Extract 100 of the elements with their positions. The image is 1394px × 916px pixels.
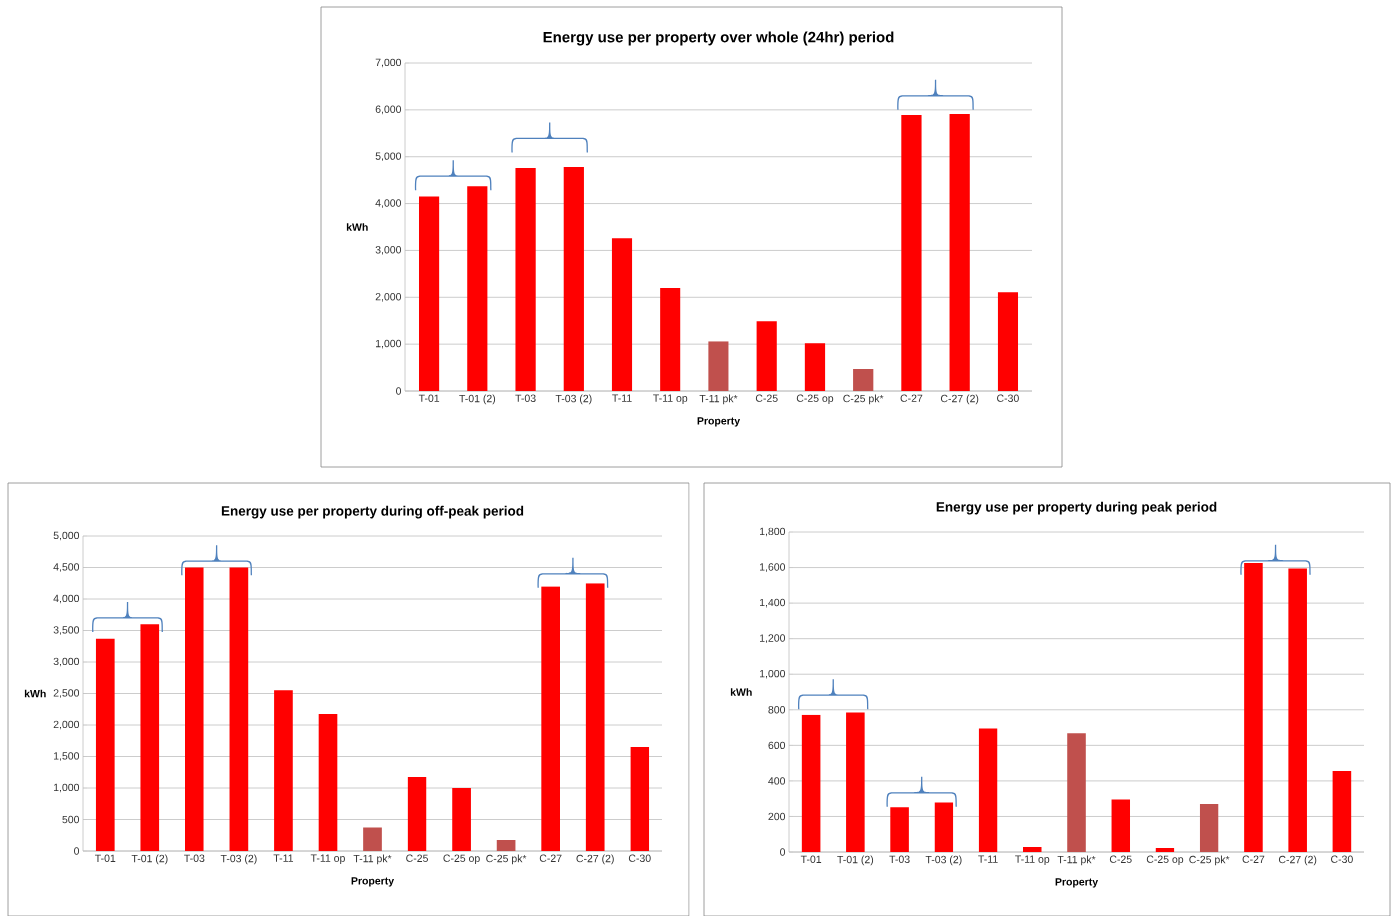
bar bbox=[846, 712, 865, 853]
bar bbox=[756, 321, 777, 392]
bar bbox=[229, 567, 249, 852]
x-tick-label: C-25 pk* bbox=[1189, 855, 1230, 866]
chart-title: Energy use per property during off-peak period bbox=[221, 505, 524, 519]
bar bbox=[585, 583, 605, 852]
bar bbox=[997, 292, 1019, 392]
bar bbox=[890, 807, 909, 853]
bar bbox=[934, 802, 954, 853]
y-tick-label: 1,200 bbox=[760, 634, 786, 644]
x-tick-label: T-11 bbox=[273, 854, 294, 862]
x-tick-label: T-03 (2) bbox=[925, 855, 962, 866]
x-tick-label: T-03 (2) bbox=[555, 394, 592, 405]
y-tick-label: 3,500 bbox=[53, 626, 80, 635]
y-tick-label: 1,000 bbox=[376, 339, 402, 349]
x-tick-label: T-11 op bbox=[653, 394, 688, 404]
x-tick-label: T-11 op bbox=[310, 854, 345, 864]
bar bbox=[318, 713, 338, 852]
x-tick-label: C-25 op bbox=[796, 394, 834, 405]
x-tick-label: C-30 bbox=[628, 854, 651, 862]
bar bbox=[949, 114, 970, 392]
x-tick-label: C-25 op bbox=[1146, 855, 1184, 866]
x-tick-label: T-11 pk* bbox=[1057, 855, 1096, 866]
bar bbox=[1155, 848, 1175, 853]
bar bbox=[901, 115, 922, 392]
y-tick-label: 600 bbox=[768, 741, 786, 750]
bar bbox=[95, 638, 115, 852]
x-tick-label: C-25 bbox=[406, 854, 428, 862]
bar bbox=[418, 196, 440, 392]
x-tick-label: C-25 pk* bbox=[486, 854, 527, 865]
x-axis-title: Property bbox=[351, 877, 395, 887]
y-tick-label: 3,000 bbox=[375, 246, 402, 255]
y-axis-title: kWh bbox=[346, 223, 368, 231]
x-tick-label: C-27 (2) bbox=[940, 394, 979, 405]
bar bbox=[563, 167, 584, 392]
bar bbox=[363, 827, 382, 852]
y-tick-label: 1,500 bbox=[53, 752, 80, 761]
bar bbox=[140, 624, 160, 852]
y-tick-label: 5,000 bbox=[375, 152, 402, 162]
bar bbox=[853, 368, 874, 392]
x-axis-title: Property bbox=[697, 417, 741, 427]
x-tick-label: T-01 bbox=[418, 394, 440, 402]
y-tick-label: 6,000 bbox=[375, 105, 402, 115]
x-tick-label: C-25 op bbox=[443, 854, 480, 865]
x-tick-label: C-27 bbox=[539, 854, 562, 862]
y-tick-label: 5,000 bbox=[53, 531, 80, 541]
x-tick-label: T-11 bbox=[612, 394, 632, 402]
bar bbox=[630, 747, 650, 852]
y-axis-title: kWh bbox=[730, 688, 752, 696]
bar bbox=[611, 238, 633, 392]
y-tick-label: 800 bbox=[768, 706, 786, 714]
y-tick-label: 2,000 bbox=[375, 292, 402, 302]
x-axis-title: Property bbox=[1055, 878, 1099, 888]
bar bbox=[1332, 771, 1352, 853]
x-tick-label: T-01 (2) bbox=[459, 394, 496, 405]
x-tick-label: T-01 (2) bbox=[131, 854, 168, 865]
x-tick-label: C-25 bbox=[1109, 855, 1132, 863]
bar bbox=[515, 167, 536, 392]
y-tick-label: 0 bbox=[74, 847, 80, 855]
bar bbox=[708, 341, 729, 392]
x-tick-label: T-01 (2) bbox=[837, 855, 874, 866]
y-tick-label: 1,600 bbox=[760, 563, 786, 572]
bar bbox=[1022, 847, 1042, 853]
y-tick-label: 1,000 bbox=[53, 783, 80, 793]
x-tick-label: C-30 bbox=[1331, 855, 1353, 863]
y-tick-label: 0 bbox=[780, 848, 786, 856]
x-tick-label: T-03 bbox=[515, 394, 536, 402]
bar bbox=[496, 839, 516, 852]
bar bbox=[1067, 733, 1086, 853]
y-tick-label: 1,800 bbox=[760, 527, 786, 537]
y-tick-label: 3,000 bbox=[53, 657, 80, 667]
y-tick-label: 7,000 bbox=[375, 58, 402, 68]
x-tick-label: T-01 bbox=[95, 854, 116, 862]
x-tick-label: C-27 bbox=[900, 394, 923, 402]
x-tick-label: C-27 bbox=[1242, 855, 1265, 863]
bar bbox=[407, 776, 427, 852]
x-tick-label: T-11 pk* bbox=[699, 394, 738, 405]
x-tick-label: T-11 pk* bbox=[353, 854, 392, 865]
y-tick-label: 500 bbox=[62, 815, 80, 824]
x-tick-label: C-27 (2) bbox=[576, 854, 614, 865]
chart-title: Energy use per property over whole (24hr) period bbox=[543, 31, 894, 46]
chart-title: Energy use per property during peak period bbox=[936, 501, 1217, 515]
x-tick-label: T-01 bbox=[800, 855, 822, 863]
bar bbox=[1244, 563, 1263, 853]
y-tick-label: 400 bbox=[768, 777, 786, 785]
x-tick-label: C-30 bbox=[997, 394, 1019, 402]
y-axis-title: kWh bbox=[24, 689, 46, 698]
bar bbox=[1199, 804, 1219, 853]
bar bbox=[274, 690, 293, 852]
y-tick-label: 2,000 bbox=[53, 720, 80, 730]
y-tick-label: 1,400 bbox=[760, 598, 786, 608]
bar bbox=[978, 728, 998, 853]
x-tick-label: C-25 bbox=[755, 394, 778, 402]
x-tick-label: C-25 pk* bbox=[843, 394, 884, 405]
y-tick-label: 4,000 bbox=[53, 594, 80, 604]
x-tick-label: T-03 (2) bbox=[220, 854, 257, 865]
y-tick-label: 2,500 bbox=[53, 689, 80, 698]
bar bbox=[1111, 799, 1131, 853]
bar bbox=[467, 186, 488, 392]
x-tick-label: T-03 bbox=[184, 854, 205, 862]
